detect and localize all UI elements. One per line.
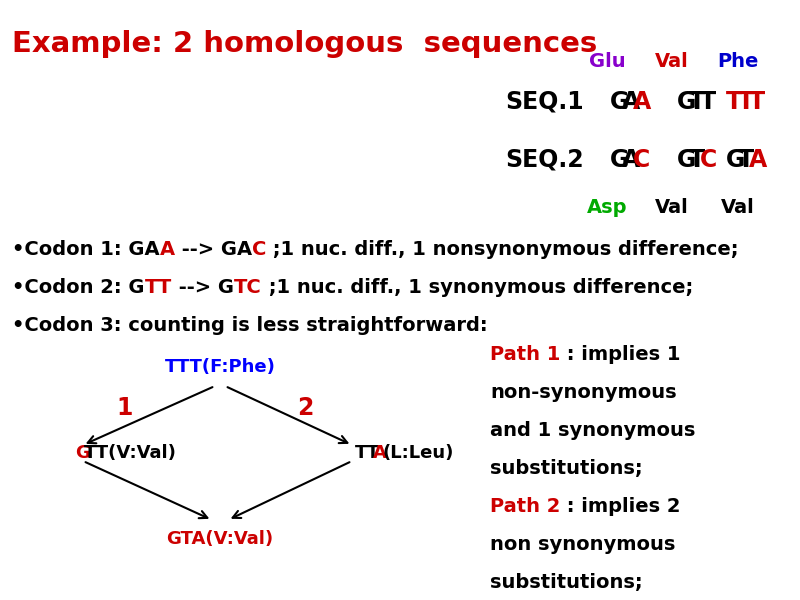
Text: non synonymous: non synonymous (490, 535, 675, 554)
Text: T: T (749, 90, 765, 114)
Text: : implies 2: : implies 2 (560, 497, 681, 516)
Text: 1: 1 (117, 396, 133, 420)
Text: G: G (677, 90, 696, 114)
Text: T: T (700, 90, 716, 114)
Text: SEQ.2: SEQ.2 (506, 148, 584, 172)
Text: Phe: Phe (718, 52, 758, 71)
Text: and 1 synonymous: and 1 synonymous (490, 421, 695, 440)
Text: Path 2: Path 2 (490, 497, 560, 516)
Text: ;1 nuc. diff., 1 synonymous difference;: ;1 nuc. diff., 1 synonymous difference; (262, 278, 693, 297)
Text: TT: TT (145, 278, 172, 297)
Text: GTA(V:Val): GTA(V:Val) (166, 530, 274, 548)
Text: Val: Val (721, 198, 755, 217)
Text: 2: 2 (297, 396, 313, 420)
Text: •Codon 1: GA: •Codon 1: GA (12, 240, 160, 259)
Text: Glu: Glu (589, 52, 626, 71)
Text: A: A (622, 148, 640, 172)
Text: A: A (633, 90, 651, 114)
Text: TT(V:Val): TT(V:Val) (84, 444, 177, 462)
Text: A: A (373, 444, 387, 462)
Text: Val: Val (655, 52, 689, 71)
Text: •Codon 2: G: •Codon 2: G (12, 278, 145, 297)
Text: T: T (689, 90, 705, 114)
Text: Val: Val (655, 198, 689, 217)
Text: •Codon 3: counting is less straightforward:: •Codon 3: counting is less straightforwa… (12, 316, 488, 335)
Text: G: G (75, 444, 90, 462)
Text: substitutions;: substitutions; (490, 459, 642, 478)
Text: TTT(F:Phe): TTT(F:Phe) (165, 358, 275, 376)
Text: --> GA: --> GA (174, 240, 252, 259)
Text: G: G (610, 148, 630, 172)
Text: C: C (252, 240, 266, 259)
Text: ;1 nuc. diff., 1 nonsynonymous difference;: ;1 nuc. diff., 1 nonsynonymous differenc… (266, 240, 738, 259)
Text: : implies 1: : implies 1 (560, 345, 681, 364)
Text: C: C (633, 148, 650, 172)
Text: G: G (677, 148, 696, 172)
Text: Example: 2 homologous  sequences: Example: 2 homologous sequences (12, 30, 598, 58)
Text: T: T (689, 148, 705, 172)
Text: A: A (622, 90, 640, 114)
Text: non-synonymous: non-synonymous (490, 383, 677, 402)
Text: A: A (749, 148, 767, 172)
Text: T: T (738, 90, 754, 114)
Text: TT: TT (355, 444, 380, 462)
Text: T: T (726, 90, 742, 114)
Text: G: G (610, 90, 630, 114)
Text: Path 1: Path 1 (490, 345, 560, 364)
Text: T: T (738, 148, 754, 172)
Text: Asp: Asp (586, 198, 627, 217)
Text: substitutions;: substitutions; (490, 573, 642, 592)
Text: G: G (726, 148, 746, 172)
Text: SEQ.1: SEQ.1 (506, 90, 584, 114)
Text: A: A (160, 240, 174, 259)
Text: TC: TC (234, 278, 262, 297)
Text: (L:Leu): (L:Leu) (382, 444, 454, 462)
Text: C: C (700, 148, 718, 172)
Text: --> G: --> G (172, 278, 234, 297)
